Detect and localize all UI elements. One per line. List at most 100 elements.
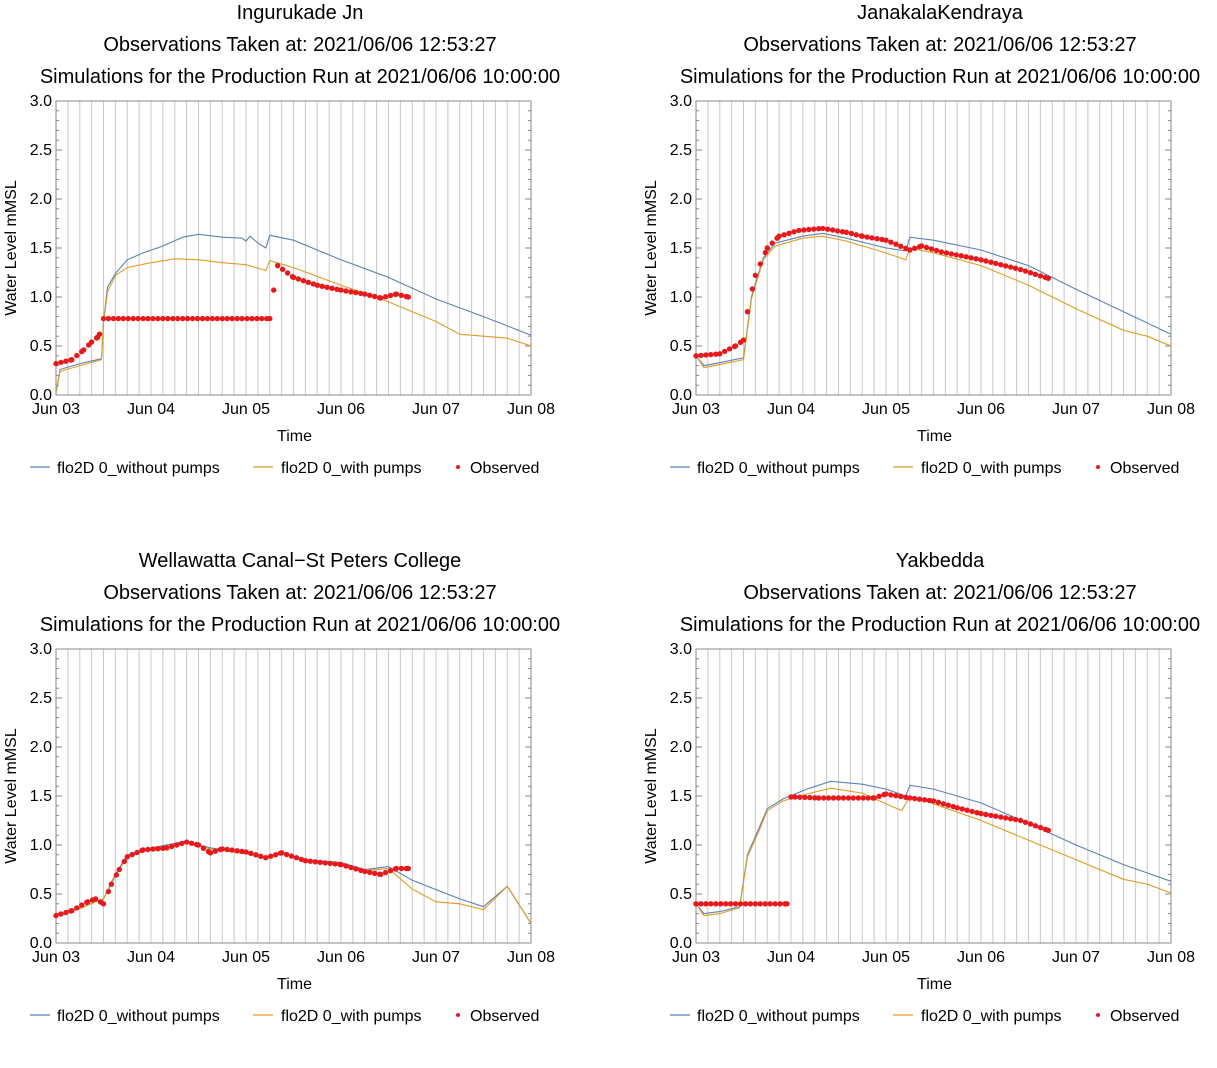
observed-point (81, 347, 87, 353)
observed-point (788, 794, 794, 800)
chart-panel: Wellawatta Canal−St Peters College Obser… (0, 548, 600, 1068)
observed-point (175, 315, 181, 322)
observed-point (393, 291, 400, 297)
observed-point (338, 287, 344, 293)
observed-point (140, 315, 146, 322)
observed-point (727, 901, 734, 907)
observed-point (165, 315, 171, 322)
observed-point (698, 352, 704, 359)
series-line-with-pumps (696, 235, 1171, 369)
observed-point (1008, 264, 1014, 270)
observed-point (784, 901, 790, 907)
observed-point (843, 229, 850, 235)
observed-point (273, 852, 279, 858)
x-tick-label: Jun 08 (507, 949, 555, 966)
x-tick-label: Jun 03 (32, 949, 80, 966)
x-tick-label: Jun 07 (412, 949, 460, 966)
observed-point (850, 795, 856, 801)
observed-point (120, 315, 127, 322)
observed-points (53, 262, 411, 367)
observed-point (174, 842, 180, 848)
observed-point (762, 901, 768, 907)
observed-point (791, 229, 797, 235)
legend-label-observed: Observed (1110, 1008, 1179, 1025)
legend-label-observed: Observed (470, 460, 539, 477)
observed-point (764, 245, 770, 251)
x-axis: Jun 03 Jun 04 Jun 05 Jun 06 Jun 07 Jun 08 (32, 401, 555, 418)
observed-point (239, 315, 245, 322)
observed-point (693, 353, 699, 359)
observed-point (757, 901, 763, 907)
observed-point (398, 865, 405, 872)
x-tick-label: Jun 03 (32, 401, 80, 418)
observed-point (329, 285, 335, 291)
chart-panel: Yakbedda Observations Taken at: 2021/06/… (640, 548, 1217, 1068)
observed-point (253, 852, 259, 858)
observed-point (732, 901, 739, 907)
observed-point (933, 247, 940, 254)
x-tick-label: Jun 05 (222, 401, 270, 418)
observed-point (834, 228, 841, 234)
y-tick-label: 1.5 (670, 788, 692, 805)
x-axis-title: Time (917, 976, 952, 993)
observed-point (290, 274, 297, 281)
chart-panel: JanakalaKendraya Observations Taken at: … (640, 0, 1217, 520)
y-tick-label: 2.5 (30, 142, 52, 159)
y-tick-label: 2.0 (30, 191, 52, 208)
observed-point (821, 795, 827, 801)
observed-point (1022, 268, 1029, 274)
observed-point (58, 359, 64, 366)
legend: flo2D 0_without pumps flo2D 0_with pumps O… (30, 1008, 539, 1025)
observed-point (405, 865, 411, 872)
observed-point (343, 288, 349, 294)
observed-point (969, 808, 975, 815)
observed-point (116, 866, 123, 873)
y-tick-label: 0.0 (30, 935, 52, 952)
x-tick-label: Jun 06 (957, 401, 1005, 418)
observed-point (108, 881, 115, 887)
observed-point (268, 853, 274, 859)
chart-subtitle-simulations: Simulations for the Production Run at 20… (679, 66, 1201, 88)
observed-point (740, 337, 747, 343)
observed-point (945, 802, 951, 808)
observed-point (916, 796, 923, 802)
observed-point (234, 848, 240, 854)
y-tick-label: 1.5 (30, 240, 52, 257)
observed-point (312, 859, 318, 865)
observed-point (194, 315, 201, 322)
observed-point (767, 901, 773, 907)
observed-point (74, 905, 80, 911)
observed-point (796, 227, 802, 234)
observed-point (1037, 824, 1044, 831)
observed-point (928, 246, 935, 252)
chart-panel: Ingurukade Jn Observations Taken at: 202… (0, 0, 600, 520)
observed-point (848, 230, 855, 237)
x-tick-label: Jun 08 (1147, 949, 1195, 966)
x-tick-label: Jun 07 (1052, 949, 1100, 966)
observed-point (183, 839, 190, 845)
observed-point (988, 259, 994, 265)
chart-subtitle-observations: Observations Taken at: 2021/06/06 12:53:… (103, 34, 497, 56)
observed-point (259, 315, 265, 322)
observed-point (317, 859, 323, 865)
observed-point (224, 846, 230, 853)
observed-point (993, 260, 999, 267)
chart-subtitle-simulations: Simulations for the Production Run at 20… (39, 66, 561, 88)
observed-point (254, 315, 260, 322)
observed-point (717, 351, 723, 357)
observed-point (874, 236, 880, 242)
observed-point (948, 251, 954, 257)
observed-point (723, 901, 729, 907)
chart-title: Yakbedda (895, 550, 985, 572)
observed-point (998, 262, 1004, 268)
observed-point (115, 315, 122, 322)
observed-point (921, 797, 928, 803)
chart-title: JanakalaKendraya (857, 2, 1023, 24)
x-axis: Jun 03 Jun 04 Jun 05 Jun 06 Jun 07 Jun 08 (672, 949, 1195, 966)
observed-point (988, 812, 994, 819)
observed-point (871, 795, 877, 801)
observed-point (1003, 263, 1009, 269)
observed-point (189, 315, 196, 322)
